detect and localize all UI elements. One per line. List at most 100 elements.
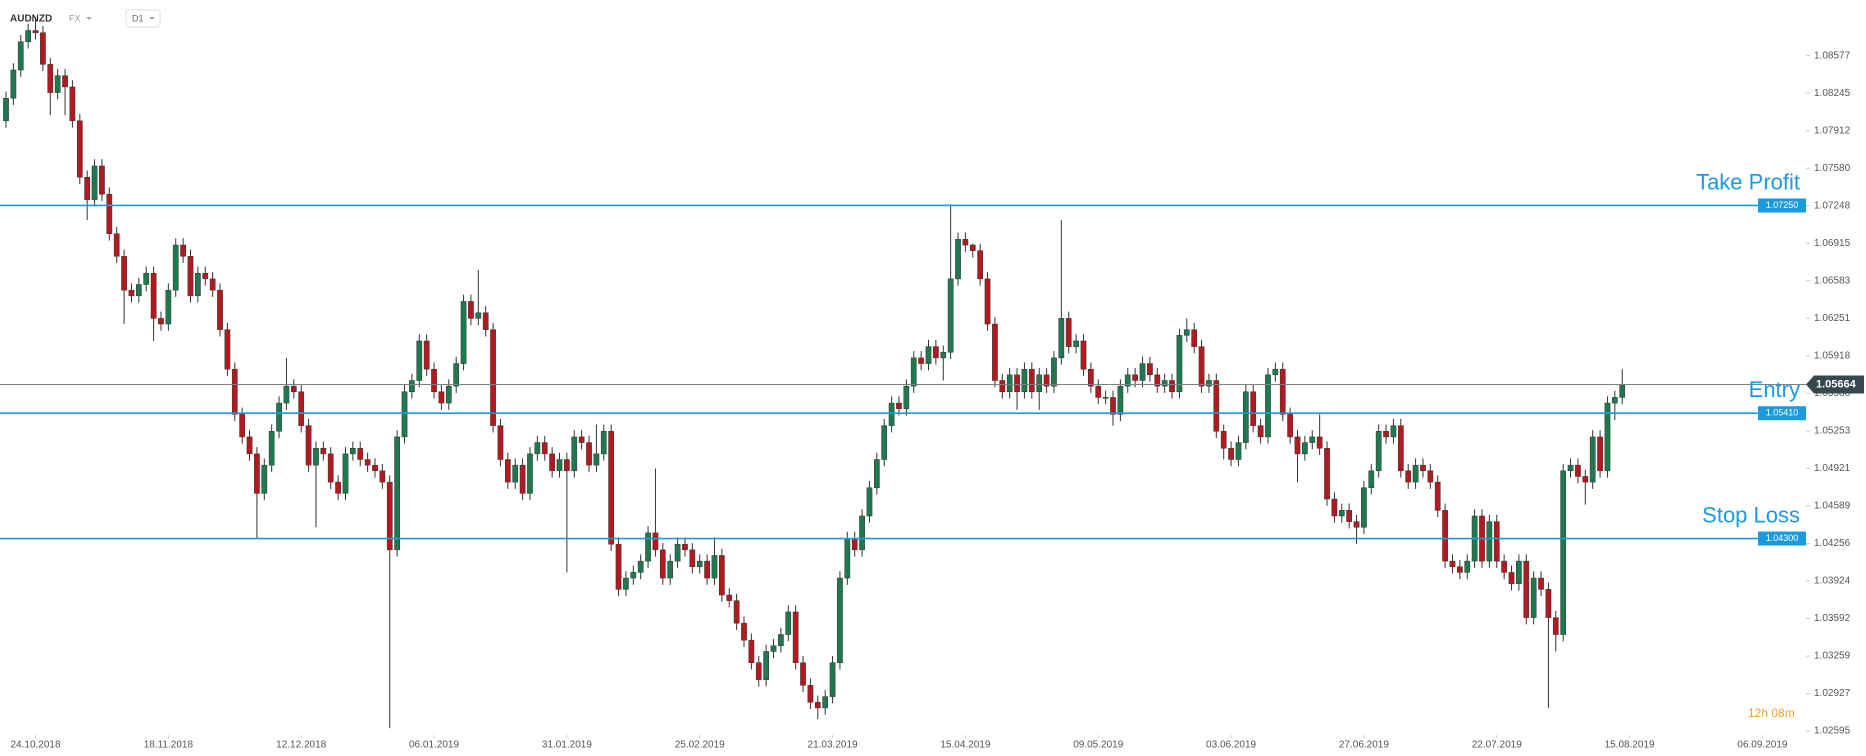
candle-body	[1014, 374, 1020, 393]
candle-body	[1338, 510, 1345, 517]
candle-body	[143, 272, 150, 285]
candle-body	[807, 685, 814, 703]
candle-body	[704, 560, 710, 579]
candle-body	[977, 250, 984, 280]
candle-body	[1457, 566, 1463, 573]
x-tick-label: 27.06.2019	[1339, 740, 1389, 751]
candle-body	[748, 639, 755, 663]
candle-body	[1213, 380, 1220, 432]
candle-body	[54, 75, 61, 93]
candle-body	[615, 543, 622, 590]
candle-body	[674, 543, 681, 562]
candle-body	[209, 278, 216, 291]
candle-body	[1567, 464, 1574, 472]
candle-body	[1493, 521, 1500, 562]
candle-body	[593, 453, 600, 466]
candle-body	[940, 352, 947, 359]
candle-body	[859, 515, 865, 551]
candle-body	[586, 442, 592, 466]
y-tick-label: 1.06251	[1814, 313, 1851, 324]
candle-body	[1154, 374, 1161, 387]
x-tick-label: 15.04.2019	[940, 740, 990, 751]
candle-body	[386, 481, 393, 551]
candle-body	[150, 272, 157, 319]
candle-body	[1257, 425, 1264, 438]
candle-body	[1324, 447, 1330, 500]
y-tick-label: 1.04256	[1814, 538, 1851, 549]
candle-body	[1206, 380, 1212, 387]
candle-body	[313, 447, 319, 466]
candle-body	[667, 560, 674, 579]
candle-body	[933, 346, 939, 359]
candle-body	[630, 572, 637, 579]
y-tick-label: 1.03592	[1814, 613, 1851, 624]
candle-body	[896, 402, 902, 409]
last-price-badge	[1806, 375, 1864, 394]
candle-body	[1582, 476, 1589, 483]
candle-body	[202, 272, 209, 280]
candle-body	[519, 464, 526, 494]
candle-body	[549, 453, 555, 472]
candle-body	[1058, 318, 1065, 359]
candle-body	[962, 239, 969, 246]
candle-body	[608, 431, 615, 545]
candle-body	[504, 459, 511, 483]
candle-body	[135, 284, 142, 297]
candle-body	[1405, 470, 1412, 483]
candle-body	[1176, 335, 1183, 393]
level-badge	[1758, 198, 1806, 213]
candle-body	[637, 560, 644, 573]
y-tick-label: 1.03259	[1814, 651, 1851, 662]
last-price-label: 1.05664	[1816, 378, 1857, 390]
candle-body	[822, 696, 829, 709]
candle-body	[1043, 374, 1050, 387]
candle-body	[1560, 470, 1567, 635]
timeframe[interactable]: D1	[132, 13, 144, 23]
candle-body	[283, 385, 290, 404]
candle-body	[903, 385, 910, 409]
candle-body	[719, 555, 725, 596]
candle-body	[1235, 442, 1242, 460]
candle-body	[91, 165, 98, 201]
candle-body	[1523, 560, 1530, 618]
candle-body	[1538, 577, 1544, 590]
candle-body	[1316, 436, 1323, 449]
x-tick-label: 18.11.2018	[144, 740, 194, 751]
candle-body	[652, 532, 659, 551]
candle-body	[999, 380, 1006, 393]
level-name: Entry	[1749, 377, 1800, 402]
timeframe-box[interactable]	[125, 9, 161, 28]
candle-body	[1449, 560, 1456, 568]
candle-body	[969, 244, 976, 251]
candle-body	[490, 329, 496, 426]
candle-body	[1552, 617, 1559, 635]
candle-body	[763, 651, 769, 680]
candle-body	[1287, 414, 1293, 438]
candle-body	[1427, 470, 1434, 483]
candle-body	[1006, 374, 1013, 393]
candle-body	[682, 543, 688, 551]
candle-body	[992, 323, 998, 381]
candle-body	[696, 560, 703, 568]
candle-body	[482, 312, 489, 330]
candle-body	[460, 301, 467, 364]
candle-body	[1228, 447, 1234, 460]
candle-body	[512, 464, 519, 483]
candle-body	[497, 425, 504, 460]
timer: 12h 08m	[1748, 706, 1795, 720]
x-tick-label: 15.08.2019	[1605, 740, 1655, 751]
candle-body	[445, 385, 452, 404]
candle-body	[3, 97, 9, 122]
candle-body	[416, 340, 423, 381]
x-tick-label: 12.12.2018	[276, 740, 326, 751]
candle-body	[1353, 521, 1360, 528]
y-tick-label: 1.07248	[1814, 200, 1851, 211]
candle-body	[541, 442, 548, 455]
x-tick-label: 03.06.2019	[1206, 740, 1256, 751]
x-tick-label: 06.01.2019	[409, 740, 459, 751]
y-tick-label: 1.04589	[1814, 501, 1851, 512]
candle-body	[1095, 385, 1102, 398]
candle-body	[623, 577, 629, 590]
candle-body	[320, 447, 327, 455]
candle-body	[357, 447, 364, 460]
